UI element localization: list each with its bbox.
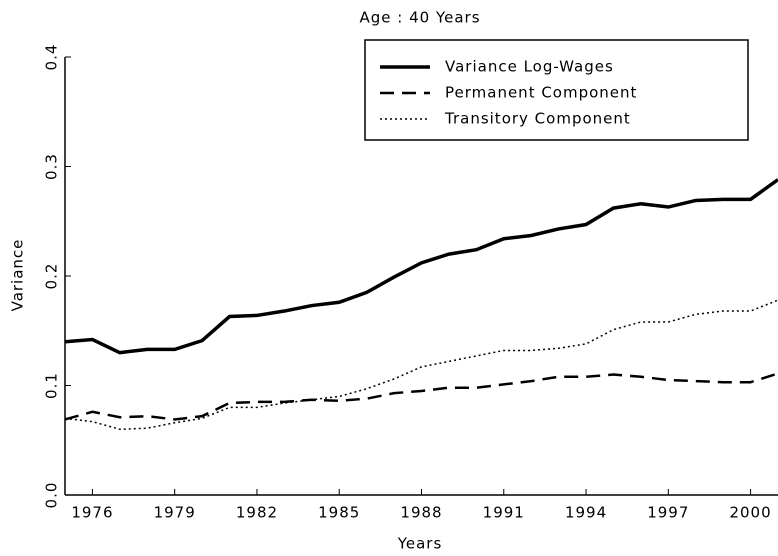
y-tick-label: 0.3 <box>43 153 61 180</box>
x-tick-label: 1982 <box>236 504 278 522</box>
x-tick-label: 1994 <box>565 504 607 522</box>
chart-title: Age : 40 Years <box>359 9 480 27</box>
x-tick-label: 1997 <box>647 504 689 522</box>
series-line <box>64 178 778 355</box>
x-tick-label: 2000 <box>729 504 771 522</box>
x-tick-label: 1976 <box>71 504 113 522</box>
x-tick-label: 1979 <box>154 504 196 522</box>
x-tick-label: 1991 <box>483 504 525 522</box>
x-axis-title: Years <box>397 535 443 553</box>
y-tick-label: 0.4 <box>43 44 61 71</box>
x-tick-label: 1988 <box>400 504 442 522</box>
series-line <box>64 372 778 421</box>
y-tick-label: 0.1 <box>43 372 61 399</box>
y-axis-title: Variance <box>9 239 27 312</box>
legend-box <box>364 39 749 141</box>
legend-label: Variance Log-Wages <box>445 58 614 76</box>
x-tick-label: 1985 <box>318 504 360 522</box>
legend-label: Transitory Component <box>444 110 631 128</box>
legend-label: Permanent Component <box>445 84 637 102</box>
series-line <box>64 299 778 431</box>
y-tick-label: 0.2 <box>43 263 61 290</box>
y-tick-label: 0.0 <box>43 482 61 509</box>
